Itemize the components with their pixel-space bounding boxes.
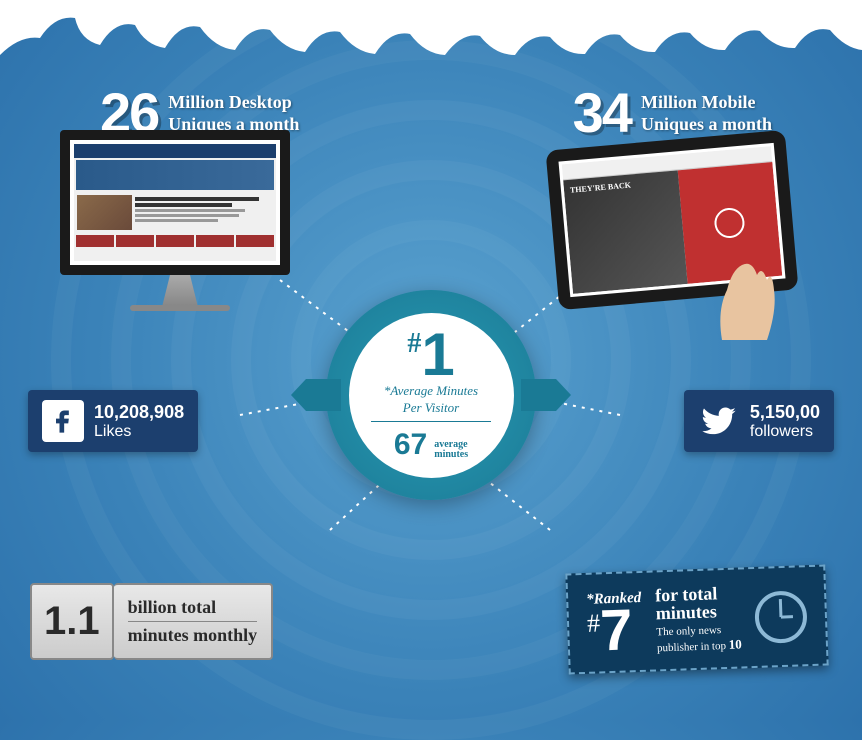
- badge-title-1: *Average Minutes: [384, 384, 478, 398]
- ranked-sub-num: 10: [729, 636, 743, 651]
- ranked-number: 7: [599, 597, 634, 663]
- ranked-sub-1: The only news: [656, 624, 721, 638]
- hand-icon: [702, 240, 782, 340]
- desktop-stat-label-1: Million Desktop: [168, 92, 299, 114]
- mobile-stat-label-1: Million Mobile: [641, 92, 772, 114]
- tablet-story-title: THEY'RE BACK: [570, 180, 632, 194]
- billion-minutes-box: 1.1 billion total minutes monthly: [30, 583, 273, 660]
- facebook-count: 10,208,908: [94, 402, 184, 423]
- facebook-label: Likes: [94, 423, 184, 441]
- ranked-main-2: minutes: [656, 601, 741, 622]
- facebook-stat-box: 10,208,908 Likes: [28, 390, 198, 452]
- badge-rank-number: 1: [421, 321, 454, 388]
- ranked-sub-2: publisher in top: [657, 640, 726, 654]
- ranked-box: *Ranked #7 for total minutes The only ne…: [565, 564, 828, 674]
- center-badge: #1 *Average Minutes Per Visitor 67 avera…: [326, 290, 536, 500]
- clock-icon: [754, 589, 808, 643]
- badge-value: 67: [394, 428, 427, 461]
- twitter-icon: [698, 400, 740, 442]
- twitter-count: 5,150,00: [750, 402, 820, 423]
- badge-rank-hash: #: [407, 328, 421, 359]
- tablet-device: THEY'RE BACK: [552, 140, 812, 320]
- billion-line-1: billion total: [128, 594, 258, 622]
- billion-number: 1.1: [30, 583, 114, 660]
- billion-line-2: minutes monthly: [128, 622, 258, 649]
- desktop-monitor: [60, 130, 300, 330]
- badge-value-label-2: minutes: [434, 449, 468, 460]
- mobile-stat-number: 34: [573, 80, 631, 145]
- badge-title-2: Per Visitor: [403, 401, 459, 415]
- people-silhouette: [0, 0, 862, 80]
- facebook-icon: [42, 400, 84, 442]
- twitter-stat-box: 5,150,00 followers: [684, 390, 834, 452]
- twitter-label: followers: [750, 423, 820, 441]
- ranked-hash: #: [587, 608, 601, 637]
